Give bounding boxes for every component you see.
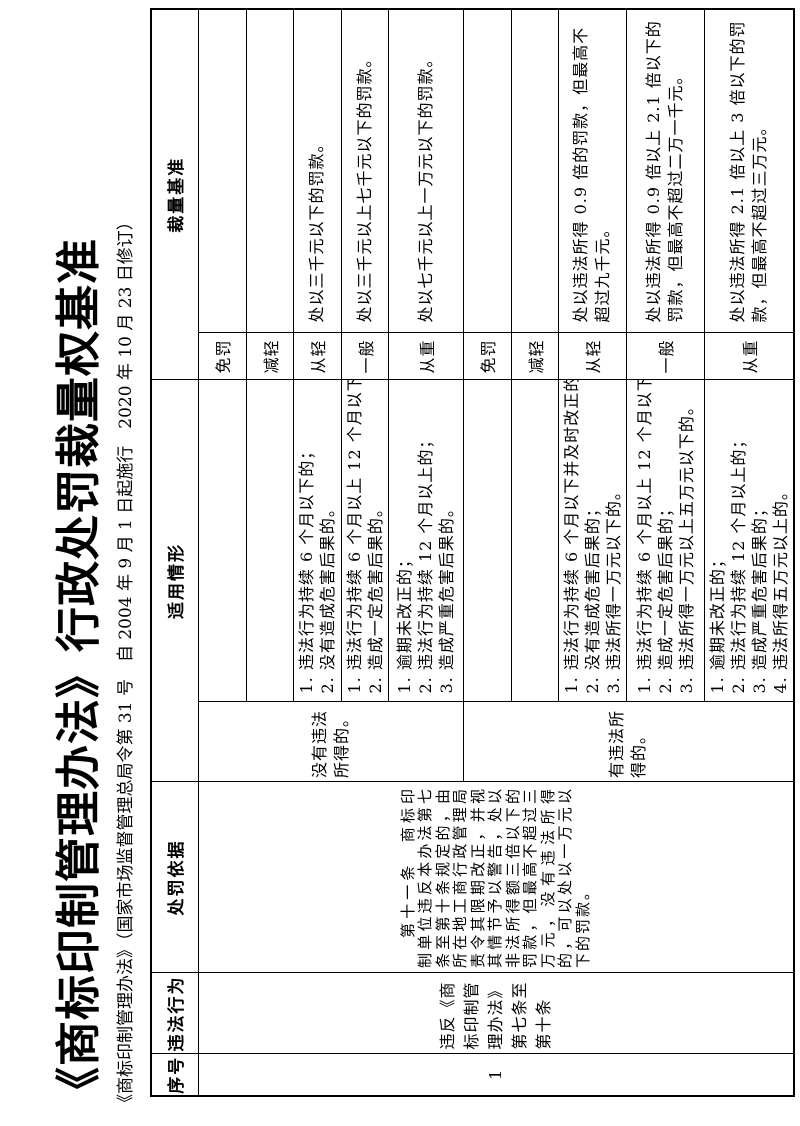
standard-text: 处以三千元以上七千元以下的罚款。 <box>354 50 374 323</box>
situation-cell: 1. 违法行为持续 6 个月以下的； 2. 没有造成危害后果的。 <box>293 380 341 702</box>
condition-group-cell-has-gains: 有违法所得的。 <box>463 702 794 782</box>
situation-item: 3. 违法所得一万元以下的。 <box>603 483 623 694</box>
table-row: 1 违反《商标印制管理办法》第七条至第十条 第十一条 商标印制单位违反本办法第七… <box>198 9 794 1096</box>
situation-cell: 1. 违法行为持续 6 个月以上 12 个月以下的； 2. 造成一定危害后果的。 <box>341 380 388 702</box>
benchmark-table: 序号 违法行为 处罚依据 适用情形 裁量基准 1 违反《商标印制管理办法》第七条… <box>150 8 795 1097</box>
standard-text: 处以违法所得 0.9 倍的罚款，但最高不超过九千元。 <box>571 26 612 323</box>
situation-item: 3. 违法所得一万元以上五万元以下的。 <box>676 398 696 694</box>
table-header-row: 序号 违法行为 处罚依据 适用情形 裁量基准 <box>151 9 198 1096</box>
header-serial: 序号 <box>151 1054 198 1096</box>
penalty-basis-text: 第十一条 商标印制单位违反本办法第七条至第十条规定的，由所在地工商行政管理局责令… <box>398 787 592 968</box>
situation-item: 2. 没有造成危害后果的； <box>582 500 602 694</box>
level-label-cell: 从轻 <box>558 333 626 380</box>
situation-item: 1. 违法行为持续 6 个月以下的； <box>297 442 316 694</box>
standard-cell <box>463 9 511 333</box>
condition-text: 没有违法所得的。 <box>309 709 351 778</box>
situation-item: 1. 违法行为持续 6 个月以下并及时改正的； <box>561 380 581 694</box>
level-label-cell: 免罚 <box>198 333 246 380</box>
situation-cell: 1. 违法行为持续 6 个月以下并及时改正的； 2. 没有造成危害后果的； 3.… <box>558 380 626 702</box>
level-label-cell: 从重 <box>704 333 794 380</box>
situation-item: 3. 造成严重危害后果的； <box>749 500 769 694</box>
situation-item: 2. 违法行为持续 12 个月以上的； <box>728 431 748 694</box>
illegal-act-text: 违反《商标印制管理办法》第七条至第十条 <box>437 981 553 1050</box>
situation-cell <box>198 380 246 702</box>
standard-cell: 处以三千元以下的罚款。 <box>293 9 341 333</box>
situation-cell <box>246 380 293 702</box>
header-benchmark: 裁量基准 <box>151 9 198 380</box>
standard-cell: 处以违法所得 0.9 倍的罚款，但最高不超过九千元。 <box>558 9 626 333</box>
situation-item: 2. 没有造成危害后果的。 <box>318 500 337 694</box>
situation-cell <box>511 380 558 702</box>
situation-item: 3. 造成严重危害后果的。 <box>437 500 456 694</box>
standard-cell <box>246 9 293 333</box>
situation-item: 4. 违法所得五万元以上的。 <box>770 483 790 694</box>
situation-item: 2. 造成一定危害后果的； <box>655 500 675 694</box>
standard-cell <box>198 9 246 333</box>
standard-text: 处以三千元以下的罚款。 <box>307 135 326 323</box>
level-label-cell: 减轻 <box>511 333 558 380</box>
situation-cell: 1. 逾期未改正的； 2. 违法行为持续 12 个月以上的； 3. 造成严重危害… <box>388 380 463 702</box>
situation-item: 2. 造成一定危害后果的。 <box>365 500 385 694</box>
condition-group-cell-no-gains: 没有违法所得的。 <box>198 702 463 782</box>
penalty-basis-cell: 第十一条 商标印制单位违反本办法第七条至第十条规定的，由所在地工商行政管理局责令… <box>198 782 794 973</box>
condition-text: 有违法所得的。 <box>607 709 649 778</box>
header-situation: 适用情形 <box>151 380 198 782</box>
level-label-cell: 免罚 <box>463 333 511 380</box>
level-label-cell: 一般 <box>626 333 704 380</box>
standard-cell: 处以违法所得 2.1 倍以上 3 倍以下的罚款，但最高不超过三万元。 <box>704 9 794 333</box>
situation-item: 1. 逾期未改正的； <box>395 551 414 694</box>
illegal-act-cell: 违反《商标印制管理办法》第七条至第十条 <box>198 973 794 1054</box>
standard-cell: 处以七千元以上一万元以下的罚款。 <box>388 9 463 333</box>
standard-cell <box>511 9 558 333</box>
row-number-cell: 1 <box>198 1054 794 1096</box>
page-subtitle: 《商标印制管理办法》（国家市场监督管理总局令第 31 号 自 2004 年 9 … <box>116 213 136 1111</box>
situation-item: 1. 违法行为持续 6 个月以上 12 个月以下的； <box>634 380 654 694</box>
level-label-cell: 减轻 <box>246 333 293 380</box>
page-title: 《商标印制管理办法》行政处罚裁量权基准 <box>52 237 105 1112</box>
header-penalty-basis: 处罚依据 <box>151 782 198 973</box>
level-label-cell: 一般 <box>341 333 388 380</box>
level-label-cell: 从轻 <box>293 333 341 380</box>
situation-item: 2. 违法行为持续 12 个月以上的； <box>416 431 435 694</box>
header-illegal-act: 违法行为 <box>151 973 198 1054</box>
standard-cell: 处以违法所得 0.9 倍以上 2.1 倍以下的罚款，但最高不超过二万一千元。 <box>626 9 704 333</box>
level-label-cell: 从重 <box>388 333 463 380</box>
standard-text: 处以七千元以上一万元以下的罚款。 <box>415 50 435 323</box>
situation-item: 1. 违法行为持续 6 个月以上 12 个月以下的； <box>344 380 364 694</box>
situation-cell: 1. 逾期未改正的； 2. 违法行为持续 12 个月以上的； 3. 造成严重危害… <box>704 380 794 702</box>
situation-cell: 1. 违法行为持续 6 个月以上 12 个月以下的； 2. 造成一定危害后果的；… <box>626 380 704 702</box>
situation-cell <box>463 380 511 702</box>
standard-text: 处以违法所得 2.1 倍以上 3 倍以下的罚款，但最高不超过三万元。 <box>727 20 769 323</box>
standard-text: 处以违法所得 0.9 倍以上 2.1 倍以下的罚款，但最高不超过二万一千元。 <box>644 20 685 323</box>
situation-item: 1. 逾期未改正的； <box>707 551 727 694</box>
standard-cell: 处以三千元以上七千元以下的罚款。 <box>341 9 388 333</box>
